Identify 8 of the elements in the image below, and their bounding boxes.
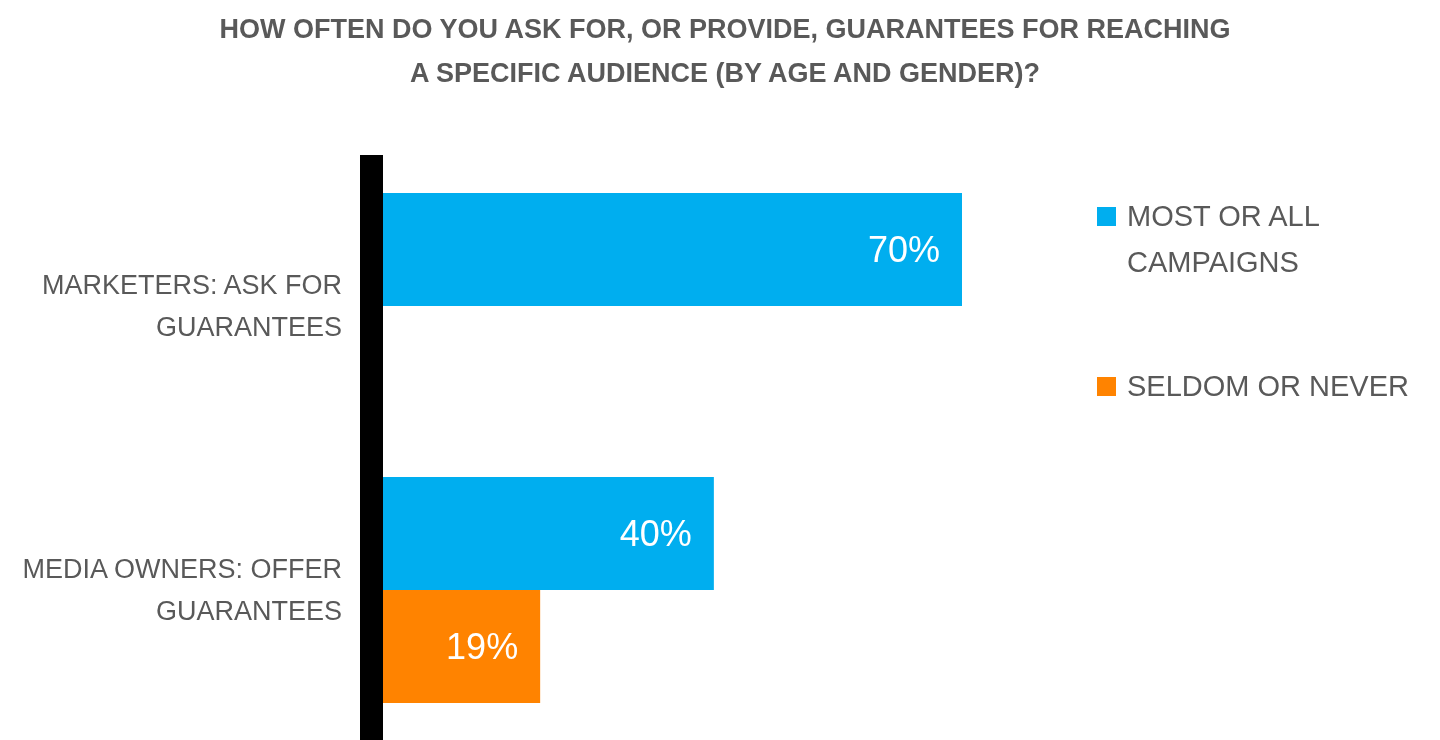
data-label: 19% — [446, 626, 519, 668]
data-label: 40% — [619, 513, 692, 555]
chart-title: HOW OFTEN DO YOU ASK FOR, OR PROVIDE, GUARANTEES FOR REACHING A SPECIFIC AUDIENCE (BY AGE AND GENDER)? — [219, 14, 1231, 88]
data-label: 70% — [867, 229, 940, 271]
y-tick-label: MEDIA OWNERS: OFFER GUARANTEES — [22, 554, 342, 627]
y-tick-label: MARKETERS: ASK FOR GUARANTEES — [41, 270, 342, 343]
legend-label: SELDOM OR NEVER — [1127, 370, 1409, 403]
legend-label: MOST OR ALL CAMPAIGNS — [1127, 200, 1320, 279]
